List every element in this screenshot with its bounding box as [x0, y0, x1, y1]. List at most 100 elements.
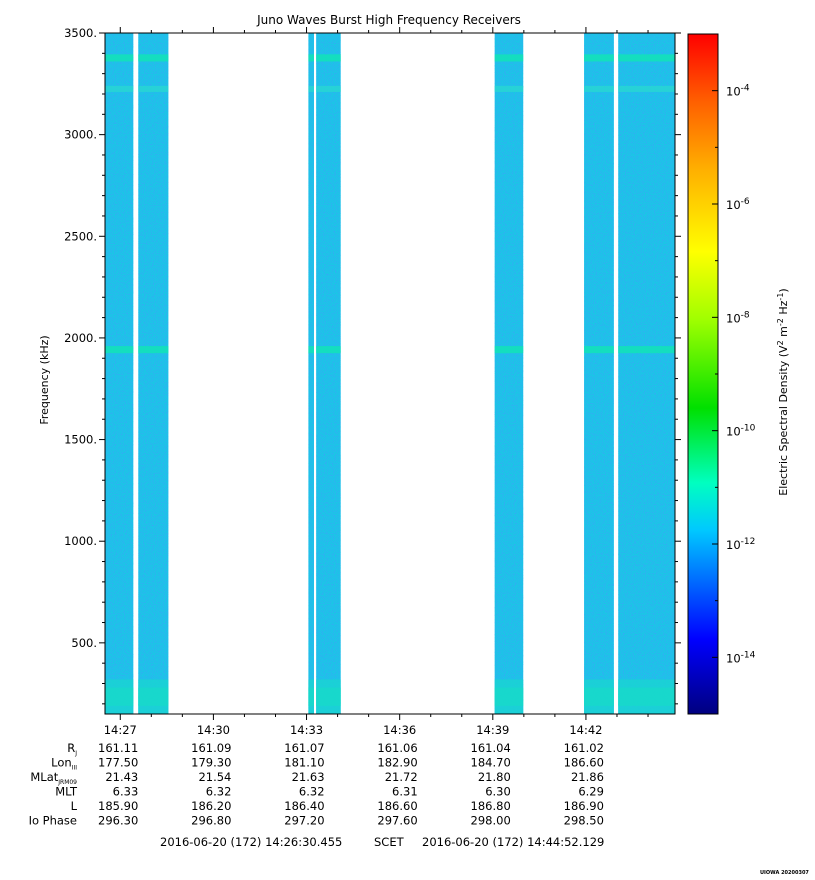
emission-band: [494, 85, 524, 92]
emission-band: [138, 679, 169, 714]
ephemeris-value: 186.60: [377, 799, 417, 813]
emission-band: [584, 85, 614, 92]
data-segments: [105, 33, 675, 714]
segment-noise: [105, 33, 134, 714]
ephemeris-value: 6.33: [113, 785, 139, 799]
segment-noise: [138, 33, 169, 714]
ephemeris-value: 161.09: [191, 741, 231, 755]
data-segment: [105, 33, 134, 714]
segment-noise: [584, 33, 614, 714]
time-range-start: 2016-06-20 (172) 14:26:30.455: [160, 835, 342, 849]
footer-stamp: UIOWA 20200307: [760, 870, 809, 876]
emission-band: [316, 346, 341, 354]
segment-noise: [308, 33, 314, 714]
ephemeris-value: 297.60: [377, 814, 417, 828]
x-tick-label: 14:42: [569, 723, 602, 737]
emission-band: [105, 346, 134, 354]
ephemeris-value: 177.50: [98, 756, 138, 770]
ephemeris-value: 298.50: [564, 814, 604, 828]
ephemeris-value: 186.80: [471, 799, 511, 813]
ephemeris-label: MLatJRM09: [30, 770, 77, 786]
emission-band: [316, 679, 341, 714]
segment-noise: [618, 33, 675, 714]
y-tick-label: 3000.: [64, 128, 97, 142]
ephemeris-value: 181.10: [284, 756, 324, 770]
ephemeris-label: L: [71, 799, 78, 813]
colorbar-tick-label: 10-14: [726, 650, 756, 665]
ephemeris-value: 21.72: [385, 770, 418, 784]
emission-band: [316, 54, 341, 62]
colorbar-tick-label: 10-10: [726, 424, 756, 439]
ephemeris-value: 6.31: [392, 785, 418, 799]
emission-band: [308, 679, 314, 714]
emission-band: [494, 679, 524, 714]
emission-band: [316, 85, 341, 92]
ephemeris-value: 186.60: [564, 756, 604, 770]
emission-band: [105, 54, 134, 62]
emission-band: [308, 54, 314, 62]
ephemeris-label: RJ: [67, 741, 77, 757]
ephemeris-value: 179.30: [191, 756, 231, 770]
data-segment: [308, 33, 314, 714]
ephemeris-value: 21.63: [292, 770, 325, 784]
emission-band: [494, 346, 524, 354]
ephemeris-value: 186.40: [284, 799, 324, 813]
ephemeris-value: 6.30: [485, 785, 511, 799]
colorbar-label: Electric Spectral Density (V2 m-2 Hz-1): [776, 288, 790, 495]
ephemeris-value: 6.32: [299, 785, 325, 799]
y-tick-label: 1500.: [64, 433, 97, 447]
ephemeris-value: 161.06: [377, 741, 417, 755]
colorbar-ticks: 10-14 10-12 10-10 10-8 10-6 10-4: [712, 33, 756, 715]
emission-band: [105, 85, 134, 92]
ephemeris-value: 21.80: [478, 770, 511, 784]
y-axis-label: Frequency (kHz): [38, 335, 51, 424]
data-segment: [584, 33, 614, 714]
ephemeris-value: 297.20: [284, 814, 324, 828]
emission-band: [308, 85, 314, 92]
emission-band: [308, 346, 314, 354]
ephemeris-value: 6.32: [206, 785, 232, 799]
ephemeris-value: 161.02: [564, 741, 604, 755]
ephemeris-value: 161.11: [98, 741, 138, 755]
plot-frame: [104, 32, 676, 715]
ephemeris-value: 161.04: [471, 741, 511, 755]
emission-band: [138, 54, 169, 62]
segment-noise: [494, 33, 524, 714]
ephemeris-label: MLT: [55, 785, 78, 799]
colorbar-tick-label: 10-8: [726, 310, 750, 325]
ephemeris-value: 296.30: [98, 814, 138, 828]
ephemeris-value: 185.90: [98, 799, 138, 813]
time-range-scet: SCET: [374, 835, 405, 849]
emission-band: [494, 54, 524, 62]
segment-noise: [316, 33, 341, 714]
data-segment: [138, 33, 169, 714]
emission-band: [584, 679, 614, 714]
y-tick-label: 3500.: [64, 26, 97, 40]
chart-title: Juno Waves Burst High Frequency Receiver…: [256, 13, 521, 27]
emission-band: [618, 54, 675, 62]
time-range-end: 2016-06-20 (172) 14:44:52.129: [422, 835, 604, 849]
y-tick-label: 2500.: [64, 229, 97, 243]
y-tick-label: 1000.: [64, 534, 97, 548]
colorbar-gradient: [687, 33, 719, 715]
ephemeris-table: RJ 161.11 161.09 161.07 161.06 161.04 161.02 Lo…: [29, 741, 604, 828]
data-segment: [618, 33, 675, 714]
colorbar-tick-label: 10-6: [726, 197, 750, 212]
emission-band: [105, 679, 134, 714]
y-tick-label: 2000.: [64, 331, 97, 345]
spectrogram: [104, 32, 676, 715]
y-axis: 500. 1000. 1500. 2000. 2500. 3000. 3500.: [64, 26, 681, 705]
colorbar-tick-label: 10-4: [726, 84, 750, 99]
ephemeris-value: 296.80: [191, 814, 231, 828]
ephemeris-value: 184.70: [471, 756, 511, 770]
data-segment: [316, 33, 341, 714]
data-segment: [494, 33, 524, 714]
ephemeris-value: 21.86: [571, 770, 604, 784]
ephemeris-value: 6.29: [578, 785, 604, 799]
ephemeris-value: 21.54: [198, 770, 231, 784]
emission-band: [618, 85, 675, 92]
ephemeris-value: 186.20: [191, 799, 231, 813]
x-axis: 14:27 14:30 14:33 14:36 14:39 14:42: [104, 27, 649, 737]
emission-band: [618, 679, 675, 714]
